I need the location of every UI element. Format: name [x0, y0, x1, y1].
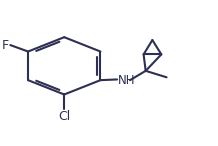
Text: NH: NH [118, 74, 135, 87]
Text: F: F [2, 39, 9, 52]
Text: Cl: Cl [58, 110, 70, 122]
